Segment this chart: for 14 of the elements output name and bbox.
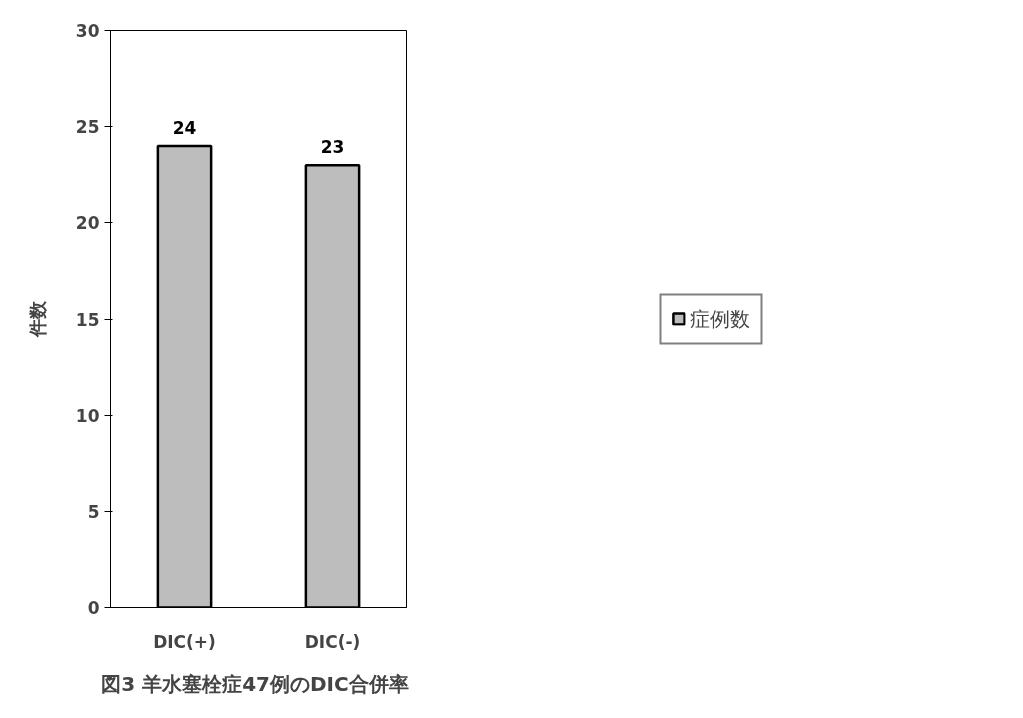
text: 図3 羊水塞栓症47例のDIC合併率 xyxy=(101,671,409,696)
y-tick-label: 5 xyxy=(87,501,100,522)
y-tick-label: 10 xyxy=(75,405,100,426)
y-tick-label: 0 xyxy=(87,598,100,618)
y-axis-title: 件数 xyxy=(26,300,48,338)
y-tick-label: 25 xyxy=(75,117,100,138)
legend-label: 症例数 xyxy=(690,305,750,332)
x-tick-label: DIC(-) xyxy=(304,631,361,652)
y-tick-label: 20 xyxy=(75,213,100,234)
data-label: 24 xyxy=(172,117,197,138)
y-tick-label: 15 xyxy=(75,309,100,330)
data-label: 23 xyxy=(320,137,345,158)
x-tick-label: DIC(+) xyxy=(153,631,216,652)
y-tick-label: 30 xyxy=(75,21,100,41)
